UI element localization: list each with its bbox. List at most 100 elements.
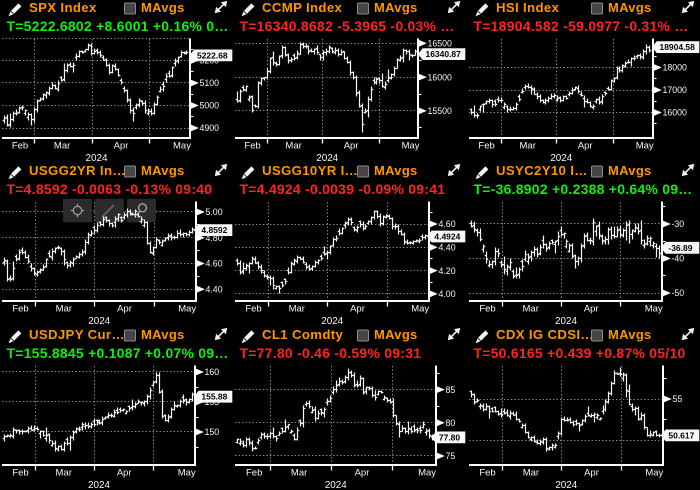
- svg-text:-30: -30: [671, 220, 684, 230]
- svg-text:USDJPY Cur…: USDJPY Cur…: [29, 327, 125, 342]
- svg-text:Apr: Apr: [114, 141, 129, 152]
- svg-text:80: 80: [446, 418, 456, 428]
- svg-text:Mar: Mar: [54, 141, 70, 152]
- svg-text:4.60: 4.60: [439, 220, 456, 230]
- svg-text:77.80: 77.80: [439, 432, 461, 442]
- svg-text:4.60: 4.60: [205, 259, 222, 269]
- svg-text:5222.68: 5222.68: [197, 50, 228, 60]
- svg-text:2024: 2024: [88, 479, 110, 490]
- svg-text:Apr: Apr: [355, 467, 370, 478]
- svg-text:T=-36.8902 +0.2388 +0.64% 09…: T=-36.8902 +0.2388 +0.64% 09…: [473, 182, 692, 198]
- svg-text:Apr: Apr: [350, 304, 365, 315]
- svg-text:160: 160: [204, 367, 219, 377]
- svg-text:T=5222.6802 +8.6001 +0.16% 0…: T=5222.6802 +8.6001 +0.16% 0…: [7, 18, 229, 34]
- svg-text:4.40: 4.40: [205, 285, 222, 295]
- svg-text:Mar: Mar: [289, 304, 305, 315]
- svg-text:T=18904.582 -59.0977 -0.31% …: T=18904.582 -59.0977 -0.31% …: [473, 18, 688, 34]
- svg-text:-50: -50: [671, 289, 684, 299]
- svg-text:85: 85: [446, 384, 456, 394]
- svg-text:May: May: [178, 304, 196, 315]
- svg-text:18904.58: 18904.58: [659, 42, 695, 52]
- svg-text:55: 55: [672, 394, 682, 404]
- svg-text:Feb: Feb: [246, 304, 262, 315]
- svg-text:16500: 16500: [428, 38, 453, 48]
- svg-text:4900: 4900: [199, 123, 219, 133]
- svg-text:MAvgs: MAvgs: [141, 0, 185, 15]
- svg-text:16000: 16000: [428, 72, 453, 82]
- svg-text:15500: 15500: [428, 106, 453, 116]
- svg-text:Apr: Apr: [344, 141, 359, 152]
- svg-text:T=4.4924 -0.0039 -0.09% 09:41: T=4.4924 -0.0039 -0.09% 09:41: [240, 182, 446, 198]
- svg-text:4.40: 4.40: [439, 243, 456, 253]
- svg-text:2024: 2024: [88, 316, 110, 327]
- svg-text:MAvgs: MAvgs: [141, 327, 185, 342]
- svg-text:16340.87: 16340.87: [426, 49, 462, 59]
- svg-text:T=77.80 -0.46 -0.59% 09:31: T=77.80 -0.46 -0.59% 09:31: [240, 345, 422, 361]
- svg-text:T=16340.8682 -5.3965 -0.03% …: T=16340.8682 -5.3965 -0.03% …: [240, 18, 455, 34]
- svg-text:Apr: Apr: [117, 304, 132, 315]
- svg-text:5000: 5000: [199, 101, 219, 111]
- svg-text:18000: 18000: [662, 63, 687, 73]
- svg-text:16000: 16000: [662, 108, 687, 118]
- svg-text:MAvgs: MAvgs: [374, 0, 418, 15]
- svg-text:Feb: Feb: [12, 467, 28, 478]
- svg-text:17000: 17000: [662, 85, 687, 95]
- svg-text:Mar: Mar: [286, 141, 302, 152]
- svg-text:Mar: Mar: [56, 304, 72, 315]
- svg-text:-40: -40: [671, 254, 684, 264]
- svg-text:Feb: Feb: [479, 304, 495, 315]
- svg-text:USYC2Y10 I…: USYC2Y10 I…: [496, 164, 588, 179]
- svg-text:Mar: Mar: [522, 304, 538, 315]
- svg-text:75: 75: [446, 451, 456, 461]
- svg-text:4.20: 4.20: [439, 266, 456, 276]
- svg-text:T=50.6165 +0.439 +0.87% 05/10: T=50.6165 +0.439 +0.87% 05/10: [473, 345, 685, 361]
- svg-text:2024: 2024: [325, 479, 347, 490]
- svg-text:Feb: Feb: [245, 141, 261, 152]
- svg-text:Apr: Apr: [577, 141, 592, 152]
- svg-text:May: May: [645, 467, 663, 478]
- svg-text:Feb: Feb: [478, 141, 494, 152]
- svg-text:150: 150: [204, 427, 219, 437]
- svg-text:4.4924: 4.4924: [435, 232, 461, 242]
- svg-text:4.80: 4.80: [205, 233, 222, 243]
- svg-text:CCMP Index: CCMP Index: [262, 0, 343, 15]
- svg-text:USGG10YR I…: USGG10YR I…: [262, 164, 358, 179]
- svg-text:2024: 2024: [322, 316, 344, 327]
- svg-text:Apr: Apr: [117, 467, 132, 478]
- svg-text:May: May: [418, 467, 436, 478]
- svg-text:MAvgs: MAvgs: [374, 327, 418, 342]
- svg-text:50.617: 50.617: [668, 430, 694, 440]
- svg-text:Mar: Mar: [56, 467, 72, 478]
- svg-text:Mar: Mar: [291, 467, 307, 478]
- svg-text:2024: 2024: [86, 153, 108, 164]
- svg-text:May: May: [412, 304, 430, 315]
- svg-text:May: May: [178, 467, 196, 478]
- svg-text:Feb: Feb: [12, 141, 28, 152]
- svg-text:MAvgs: MAvgs: [608, 164, 652, 179]
- svg-text:May: May: [402, 141, 420, 152]
- svg-text:2024: 2024: [555, 316, 577, 327]
- svg-text:155.88: 155.88: [201, 391, 227, 401]
- svg-text:CL1 Comdty: CL1 Comdty: [262, 327, 343, 342]
- svg-text:2024: 2024: [317, 153, 339, 164]
- svg-text:2024: 2024: [555, 479, 577, 490]
- svg-text:SPX Index: SPX Index: [29, 0, 97, 15]
- svg-text:-36.89: -36.89: [668, 243, 692, 253]
- svg-text:HSI Index: HSI Index: [496, 0, 560, 15]
- svg-text:MAvgs: MAvgs: [141, 164, 185, 179]
- svg-text:MAvgs: MAvgs: [374, 164, 418, 179]
- svg-text:2024: 2024: [550, 153, 572, 164]
- svg-text:MAvgs: MAvgs: [608, 0, 652, 15]
- svg-text:May: May: [644, 304, 662, 315]
- svg-text:Mar: Mar: [522, 467, 538, 478]
- svg-text:May: May: [173, 141, 191, 152]
- svg-text:USGG2YR In…: USGG2YR In…: [29, 164, 126, 179]
- svg-text:4.00: 4.00: [439, 289, 456, 299]
- svg-text:May: May: [635, 141, 653, 152]
- svg-text:Mar: Mar: [519, 141, 535, 152]
- svg-text:Apr: Apr: [584, 467, 599, 478]
- svg-text:Feb: Feb: [479, 467, 495, 478]
- svg-text:MAvgs: MAvgs: [608, 327, 652, 342]
- svg-text:T=4.8592 -0.0063 -0.13% 09:40: T=4.8592 -0.0063 -0.13% 09:40: [7, 182, 213, 198]
- svg-text:T=155.8845 +0.1087 +0.07% 09…: T=155.8845 +0.1087 +0.07% 09…: [7, 345, 229, 361]
